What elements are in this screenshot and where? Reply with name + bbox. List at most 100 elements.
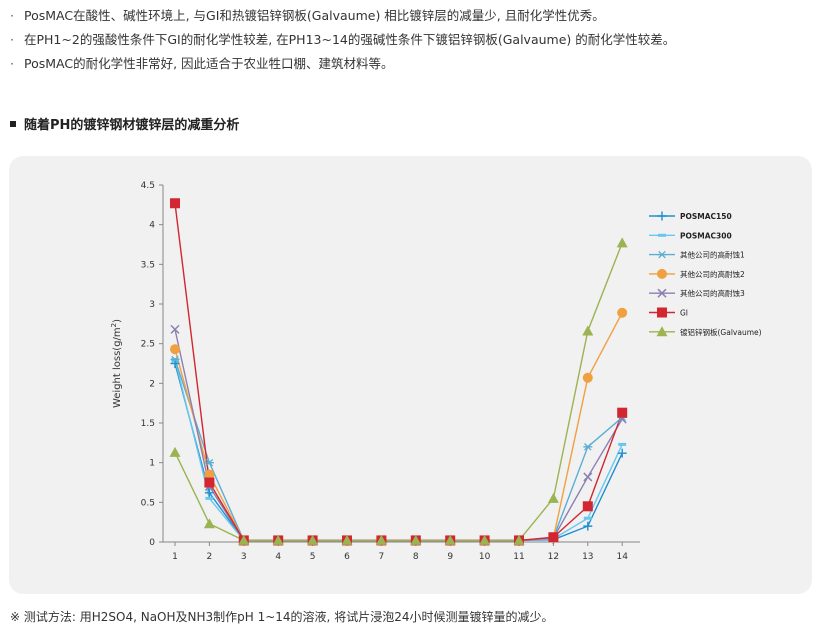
x-tick-label: 8 <box>413 552 419 562</box>
data-point <box>204 488 214 498</box>
chart-panel: 0 0.5 1 1.5 2 2.5 3 3.5 4 4.5 1 2 3 4 5 6 7 8 9 10 11 12 13 14 W… <box>9 156 812 594</box>
data-point <box>307 534 319 545</box>
plus-marker-icon <box>657 211 667 221</box>
legend-marker <box>657 307 667 318</box>
weight-loss-chart: 00.511.522.533.544.51 2 3 4 5 6 7 8 9 10 11 12 13 14W… <box>110 181 762 562</box>
data-point <box>616 237 628 248</box>
data-point <box>205 496 214 500</box>
y-tick-label: 1 <box>149 459 155 469</box>
legend-label: 其他公司的高耐蚀3 <box>680 288 745 298</box>
data-point <box>204 477 215 488</box>
square-marker-icon <box>204 477 215 488</box>
description-text: 在PH1~2的强酸性条件下GI的耐化学性较差, 在PH13~14的强碱性条件下镀… <box>24 32 676 47</box>
legend-marker <box>657 250 667 259</box>
asterisk-marker-icon <box>204 458 214 467</box>
legend-label: 镀铝锌钢板(Galvaume) <box>680 327 762 337</box>
y-tick-label: 3 <box>149 300 155 310</box>
dash-marker-icon <box>658 233 666 237</box>
asterisk-marker-icon <box>583 443 593 451</box>
y-tick-label: 0 <box>149 538 155 548</box>
data-point <box>444 534 456 545</box>
plus-marker-icon <box>204 488 214 498</box>
series-line-5 <box>174 329 623 542</box>
data-point <box>169 446 181 457</box>
x-tick-label: 2 <box>207 552 213 562</box>
data-point <box>583 516 592 520</box>
y-axis-label-text: Weight loss(g/m <box>112 327 123 408</box>
y-tick-label: 3.5 <box>141 260 155 270</box>
triangle-marker-icon <box>616 237 628 248</box>
triangle-marker-icon <box>410 534 422 545</box>
series-line-1 <box>174 363 623 542</box>
data-point <box>617 407 628 418</box>
x-tick-label: 10 <box>479 552 491 562</box>
y-tick-label: 4.5 <box>141 181 155 191</box>
triangle-marker-icon <box>238 534 250 545</box>
y-tick-label: 2.5 <box>141 340 155 350</box>
asterisk-marker-icon <box>170 355 180 364</box>
data-point <box>203 518 215 529</box>
description-text: PosMAC在酸性、碱性环境上, 与GI和热镀铝锌钢板(Galvaume) 相比… <box>24 8 605 23</box>
data-point <box>617 448 627 458</box>
triangle-marker-icon <box>203 518 215 529</box>
legend-marker <box>657 268 667 279</box>
x-tick-label: 4 <box>275 552 281 562</box>
square-marker-icon <box>617 407 628 418</box>
data-point <box>410 534 422 545</box>
legend-item: POSMAC300 <box>649 231 732 240</box>
data-point <box>582 325 594 336</box>
legend-item: 其他公司的高耐蚀3 <box>649 288 745 298</box>
plus-marker-icon <box>617 448 627 458</box>
square-marker-icon <box>548 532 559 543</box>
footnote: ※ 测试方法: 用H2SO4, NaOH及NH3制作pH 1~14的溶液, 将试… <box>10 610 554 624</box>
bullet-marker: · <box>10 56 14 71</box>
description-item: · 在PH1~2的强酸性条件下GI的耐化学性较差, 在PH13~14的强碱性条件… <box>10 28 820 52</box>
data-point <box>548 532 559 543</box>
square-bullet-icon <box>10 120 16 127</box>
x-tick-label: 1 <box>172 552 178 562</box>
data-point <box>618 442 627 446</box>
data-point <box>170 355 180 364</box>
legend-item: POSMAC150 <box>649 211 732 221</box>
x-tick-label: 7 <box>379 552 385 562</box>
x-tick-label: 14 <box>616 552 628 562</box>
legend-label: GI <box>680 309 688 318</box>
triangle-marker-icon <box>307 534 319 545</box>
triangle-marker-icon <box>444 534 456 545</box>
triangle-marker-icon <box>479 534 491 545</box>
description-item: · PosMAC的耐化学性非常好, 因此适合于农业牲口棚、建筑材料等。 <box>10 52 820 76</box>
x-marker-icon <box>583 472 593 482</box>
data-point <box>547 492 559 503</box>
y-tick-label: 1.5 <box>141 419 155 429</box>
circle-marker-icon <box>617 307 628 318</box>
square-marker-icon <box>170 198 180 209</box>
bullet-marker: · <box>10 8 14 23</box>
circle-marker-icon <box>170 344 180 355</box>
x-marker-icon <box>170 324 180 334</box>
dash-marker-icon <box>618 442 627 446</box>
description-item: · PosMAC在酸性、碱性环境上, 与GI和热镀铝锌钢板(Galvaume) … <box>10 4 820 28</box>
data-point <box>583 472 593 482</box>
section-title: 随着PH的镀锌钢材镀锌层的减重分析 <box>10 114 239 133</box>
triangle-marker-icon <box>375 534 387 545</box>
triangle-marker-icon <box>656 326 668 337</box>
series-line-4 <box>174 312 623 542</box>
data-point <box>479 534 491 545</box>
y-axis-label-close: ) <box>112 319 123 323</box>
data-point <box>582 501 593 512</box>
legend-marker <box>658 233 666 237</box>
x-tick-label: 11 <box>513 552 524 562</box>
x-tick-label: 9 <box>447 552 453 562</box>
y-tick-label: 0.5 <box>141 498 155 508</box>
data-point <box>617 307 628 318</box>
square-marker-icon <box>657 307 667 318</box>
data-point <box>583 521 593 531</box>
circle-marker-icon <box>204 469 215 480</box>
legend-item: GI <box>649 307 688 318</box>
y-tick-label: 2 <box>149 379 155 389</box>
y-axis-label: Weight loss(g/m2) <box>110 319 123 408</box>
legend-marker <box>657 288 667 298</box>
section-title-text: 随着PH的镀锌钢材镀锌层的减重分析 <box>24 118 240 133</box>
x-marker-icon <box>657 288 667 298</box>
triangle-marker-icon <box>582 325 594 336</box>
